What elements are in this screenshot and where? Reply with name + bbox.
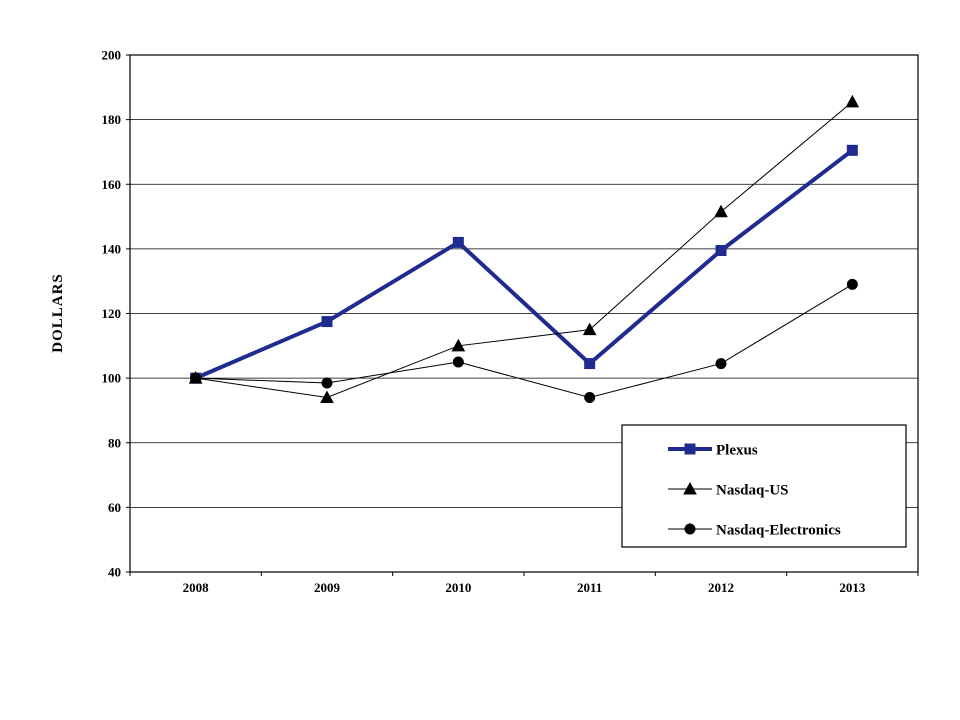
series-marker-nasdaq-electronics <box>452 356 464 368</box>
x-tick-label: 2009 <box>314 580 341 595</box>
x-tick-label: 2013 <box>839 580 866 595</box>
series-marker-plexus <box>715 244 727 256</box>
series-marker-nasdaq-us <box>714 204 728 218</box>
data-series <box>188 94 860 404</box>
series-marker-plexus <box>321 316 333 328</box>
triangle-legend-marker <box>683 481 697 495</box>
legend: Plexus Nasdaq-US Nasdaq-Electronics <box>621 424 907 548</box>
circle-legend-marker <box>684 523 696 535</box>
y-tick-label: 80 <box>108 435 121 450</box>
series-marker-nasdaq-us <box>582 322 597 336</box>
y-tick-label: 60 <box>108 500 121 515</box>
axes <box>126 54 919 576</box>
series-marker-nasdaq-electronics <box>584 392 596 404</box>
series-marker-nasdaq-us <box>451 338 466 352</box>
series-line-nasdaq-electronics <box>195 283 853 399</box>
y-axis-title: DOLLARS <box>50 273 66 353</box>
x-tick-label: 2011 <box>577 580 602 595</box>
y-tick-label: 120 <box>102 306 122 321</box>
plot-border <box>129 54 919 573</box>
series-marker-nasdaq-us <box>320 390 334 404</box>
y-tick-label: 200 <box>102 48 122 63</box>
legend-box <box>621 424 907 548</box>
series-marker-plexus <box>452 236 464 248</box>
y-tick-label: 100 <box>102 371 122 386</box>
series-marker-nasdaq-us <box>845 94 860 108</box>
series-marker-nasdaq-electronics <box>846 278 858 290</box>
y-tick-label: 180 <box>102 112 122 127</box>
y-tick-label: 40 <box>108 565 121 580</box>
legend-label: Plexus <box>716 443 758 459</box>
square-legend-marker <box>684 443 696 455</box>
legend-label: Nasdaq-Electronics <box>716 523 841 539</box>
y-tick-label: 160 <box>102 177 122 192</box>
x-tick-label: 2008 <box>183 580 210 595</box>
legend-item: Nasdaq-US <box>668 481 789 499</box>
y-tick-label: 140 <box>102 241 122 256</box>
series-line-plexus <box>194 148 854 380</box>
x-tick-label: 2012 <box>708 580 734 595</box>
series-marker-plexus <box>846 144 858 156</box>
series-marker-nasdaq-electronics <box>321 377 333 389</box>
series-marker-nasdaq-electronics <box>715 358 727 370</box>
axis-labels: 40 60 80 100 120 140 160 180 200 2008 2009 2010 2011… <box>102 48 866 596</box>
legend-item: Nasdaq-Electronics <box>668 523 841 539</box>
legend-label: Nasdaq-US <box>716 483 789 499</box>
x-tick-label: 2010 <box>445 580 471 595</box>
series-marker-plexus <box>584 358 596 370</box>
series-marker-nasdaq-electronics <box>190 372 202 384</box>
series-line-nasdaq-us <box>195 101 853 399</box>
legend-item: Plexus <box>668 443 758 459</box>
